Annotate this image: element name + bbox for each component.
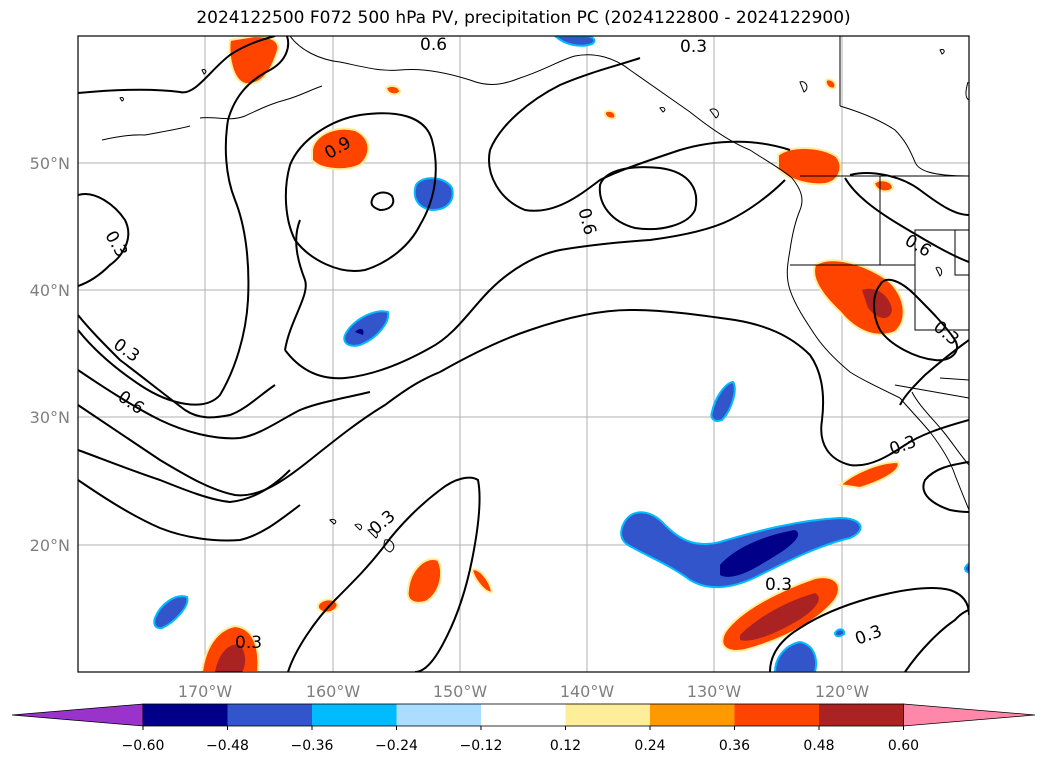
colorbar-tick-label: 0.24 xyxy=(634,738,665,754)
colorbar-tick-label: −0.12 xyxy=(460,738,503,754)
colorbar-tick-label: 0.36 xyxy=(719,738,750,754)
colorbar-segment xyxy=(481,704,566,726)
lon-label-150w: 150°W xyxy=(433,682,488,701)
precip-negative-area xyxy=(153,595,189,630)
precip-negative-area xyxy=(833,628,846,638)
precip-positive-area xyxy=(384,84,402,96)
colorbar-segment xyxy=(312,704,397,726)
precip-positive-area-core xyxy=(740,593,819,641)
contour-label: 0.3 xyxy=(680,37,707,57)
contour-label: 0.6 xyxy=(420,35,447,55)
precip-positive-area xyxy=(470,568,494,594)
colorbar-outline xyxy=(142,703,904,727)
lon-label-160w: 160°W xyxy=(306,682,361,701)
colorbar-tick-label: −0.36 xyxy=(291,738,334,754)
contour-label: 0.3 xyxy=(765,575,792,595)
precip-positive-area xyxy=(603,109,617,120)
precip-positive-area xyxy=(824,78,837,90)
precip-positive-area-core xyxy=(862,288,892,319)
precip-negative-area-core xyxy=(720,530,799,577)
longitude-labels: 170°W 160°W 150°W 140°W 130°W 120°W xyxy=(178,682,870,701)
map-title: 2024122500 F072 500 hPa PV, precipitatio… xyxy=(196,8,851,28)
colorbar-tick-label: 0.60 xyxy=(888,738,919,754)
colorbar-segment xyxy=(143,704,228,726)
lat-label-20n: 20°N xyxy=(30,536,70,555)
contour-label: 0.3 xyxy=(235,633,262,653)
colorbar-tick-label: 0.12 xyxy=(550,738,581,754)
colorbar-segment xyxy=(565,704,651,726)
pv-contours xyxy=(78,36,969,672)
precip-negative-area-core xyxy=(355,328,364,335)
precip-negative-area xyxy=(343,310,390,347)
colorbar-segment xyxy=(819,704,904,726)
lat-label-50n: 50°N xyxy=(30,154,70,173)
lon-label-170w: 170°W xyxy=(178,682,233,701)
lat-label-30n: 30°N xyxy=(30,408,70,427)
colorbar-segment xyxy=(734,704,820,726)
precip-positive-area-core xyxy=(215,644,246,672)
precip-positive-area xyxy=(837,460,900,490)
colorbar-tick-label: −0.48 xyxy=(206,738,249,754)
colorbar: −0.60 −0.48 −0.36 −0.24 −0.12 0.12 0.24 0.36 0.4… xyxy=(11,703,1036,754)
lat-label-40n: 40°N xyxy=(30,281,70,300)
lon-label-130w: 130°W xyxy=(687,682,742,701)
colorbar-tick-label: −0.24 xyxy=(375,738,418,754)
map-frame xyxy=(77,35,970,673)
colorbar-extend-high xyxy=(903,703,1036,727)
precip-positive-area xyxy=(406,558,443,604)
colorbar-segment xyxy=(227,704,313,726)
map-area xyxy=(78,36,969,672)
colorbar-extend-low xyxy=(11,703,144,727)
colorbar-segment xyxy=(650,704,735,726)
latitude-labels: 50°N 40°N 30°N 20°N xyxy=(30,154,70,555)
precip-negative-area xyxy=(773,640,818,672)
precip-positive-area xyxy=(311,127,370,171)
coastlines xyxy=(101,36,969,553)
precip-negative-area xyxy=(963,562,969,574)
colorbar-segment xyxy=(396,704,482,726)
precip-negative-area xyxy=(710,380,736,422)
colorbar-tick-label: −0.60 xyxy=(122,738,165,754)
lon-label-120w: 120°W xyxy=(815,682,870,701)
colorbar-tick-label: 0.48 xyxy=(803,738,834,754)
lon-label-140w: 140°W xyxy=(560,682,615,701)
